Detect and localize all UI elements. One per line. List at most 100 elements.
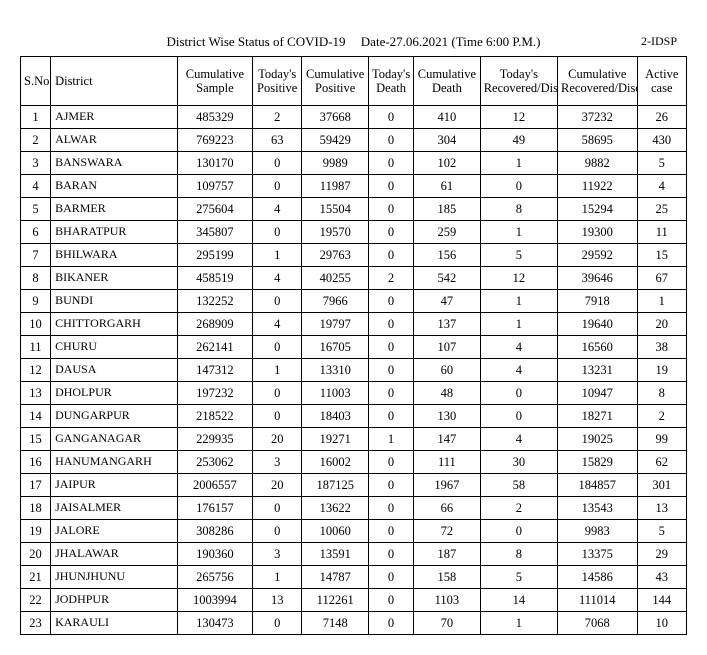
cell-today-rec: 12 <box>480 267 557 290</box>
cell-district: ALWAR <box>51 129 178 152</box>
cell-today-death: 0 <box>369 198 414 221</box>
cell-today-pos: 3 <box>253 451 302 474</box>
cell-active: 4 <box>637 175 686 198</box>
cell-sno: 19 <box>21 520 51 543</box>
cell-today-death: 0 <box>369 451 414 474</box>
col-active: Active case <box>637 57 686 106</box>
cell-today-rec: 1 <box>480 290 557 313</box>
cell-cum-pos: 19797 <box>302 313 369 336</box>
cell-cum-rec: 13543 <box>558 497 637 520</box>
cell-today-pos: 2 <box>253 106 302 129</box>
cell-cum-rec: 15829 <box>558 451 637 474</box>
cell-cum-sample: 218522 <box>177 405 252 428</box>
cell-cum-rec: 18271 <box>558 405 637 428</box>
cell-cum-pos: 7966 <box>302 290 369 313</box>
cell-cum-death: 107 <box>414 336 481 359</box>
cell-today-rec: 14 <box>480 589 557 612</box>
col-cum-death: Cumulative Death <box>414 57 481 106</box>
cell-cum-sample: 253062 <box>177 451 252 474</box>
cell-today-death: 0 <box>369 543 414 566</box>
cell-cum-death: 102 <box>414 152 481 175</box>
cell-cum-sample: 176157 <box>177 497 252 520</box>
cell-sno: 11 <box>21 336 51 359</box>
cell-today-death: 0 <box>369 474 414 497</box>
cell-cum-pos: 59429 <box>302 129 369 152</box>
cell-today-rec: 1 <box>480 221 557 244</box>
cell-today-rec: 4 <box>480 428 557 451</box>
cell-district: KARAULI <box>51 612 178 635</box>
table-row: 10CHITTORGARH268909419797013711964020 <box>21 313 687 336</box>
table-row: 6BHARATPUR345807019570025911930011 <box>21 221 687 244</box>
cell-cum-pos: 11987 <box>302 175 369 198</box>
cell-today-pos: 4 <box>253 313 302 336</box>
table-row: 22JODHPUR1003994131122610110314111014144 <box>21 589 687 612</box>
cell-today-death: 0 <box>369 612 414 635</box>
cell-district: HANUMANGARH <box>51 451 178 474</box>
cell-cum-sample: 130170 <box>177 152 252 175</box>
cell-active: 430 <box>637 129 686 152</box>
cell-cum-pos: 11003 <box>302 382 369 405</box>
cell-cum-rec: 7918 <box>558 290 637 313</box>
cell-today-pos: 20 <box>253 474 302 497</box>
cell-sno: 18 <box>21 497 51 520</box>
table-row: 19JALORE308286010060072099835 <box>21 520 687 543</box>
cell-sno: 2 <box>21 129 51 152</box>
cell-district: DAUSA <box>51 359 178 382</box>
cell-active: 29 <box>637 543 686 566</box>
cell-cum-death: 1103 <box>414 589 481 612</box>
cell-today-death: 0 <box>369 244 414 267</box>
cell-cum-pos: 16002 <box>302 451 369 474</box>
cell-cum-death: 60 <box>414 359 481 382</box>
cell-active: 11 <box>637 221 686 244</box>
table-row: 7BHILWARA295199129763015652959215 <box>21 244 687 267</box>
cell-district: BIKANER <box>51 267 178 290</box>
cell-cum-rec: 39646 <box>558 267 637 290</box>
table-row: 23KARAULI130473071480701706810 <box>21 612 687 635</box>
cell-cum-death: 130 <box>414 405 481 428</box>
cell-today-pos: 0 <box>253 520 302 543</box>
cell-cum-sample: 308286 <box>177 520 252 543</box>
cell-active: 10 <box>637 612 686 635</box>
table-row: 9BUNDI13225207966047179181 <box>21 290 687 313</box>
cell-cum-rec: 13231 <box>558 359 637 382</box>
cell-today-rec: 1 <box>480 152 557 175</box>
cell-cum-death: 259 <box>414 221 481 244</box>
cell-today-rec: 4 <box>480 359 557 382</box>
cell-cum-pos: 15504 <box>302 198 369 221</box>
table-row: 8BIKANER4585194402552542123964667 <box>21 267 687 290</box>
cell-sno: 6 <box>21 221 51 244</box>
cell-today-rec: 12 <box>480 106 557 129</box>
cell-today-death: 0 <box>369 221 414 244</box>
cell-cum-sample: 229935 <box>177 428 252 451</box>
cell-cum-pos: 19271 <box>302 428 369 451</box>
cell-district: JAIPUR <box>51 474 178 497</box>
cell-district: AJMER <box>51 106 178 129</box>
cell-cum-rec: 16560 <box>558 336 637 359</box>
cell-cum-death: 47 <box>414 290 481 313</box>
cell-cum-rec: 184857 <box>558 474 637 497</box>
cell-today-pos: 0 <box>253 382 302 405</box>
cell-sno: 4 <box>21 175 51 198</box>
cell-active: 13 <box>637 497 686 520</box>
cell-district: CHURU <box>51 336 178 359</box>
cell-cum-rec: 10947 <box>558 382 637 405</box>
table-row: 18JAISALMER17615701362206621354313 <box>21 497 687 520</box>
cell-cum-pos: 16705 <box>302 336 369 359</box>
cell-cum-pos: 13310 <box>302 359 369 382</box>
cell-cum-rec: 37232 <box>558 106 637 129</box>
cell-sno: 15 <box>21 428 51 451</box>
cell-today-rec: 5 <box>480 566 557 589</box>
cell-cum-rec: 14586 <box>558 566 637 589</box>
cell-cum-pos: 112261 <box>302 589 369 612</box>
cell-cum-death: 111 <box>414 451 481 474</box>
cell-active: 43 <box>637 566 686 589</box>
cell-sno: 21 <box>21 566 51 589</box>
cell-today-death: 0 <box>369 405 414 428</box>
cell-cum-sample: 485329 <box>177 106 252 129</box>
cell-district: BHILWARA <box>51 244 178 267</box>
cell-cum-pos: 37668 <box>302 106 369 129</box>
cell-today-rec: 0 <box>480 520 557 543</box>
cell-sno: 5 <box>21 198 51 221</box>
cell-cum-rec: 111014 <box>558 589 637 612</box>
cell-today-rec: 49 <box>480 129 557 152</box>
